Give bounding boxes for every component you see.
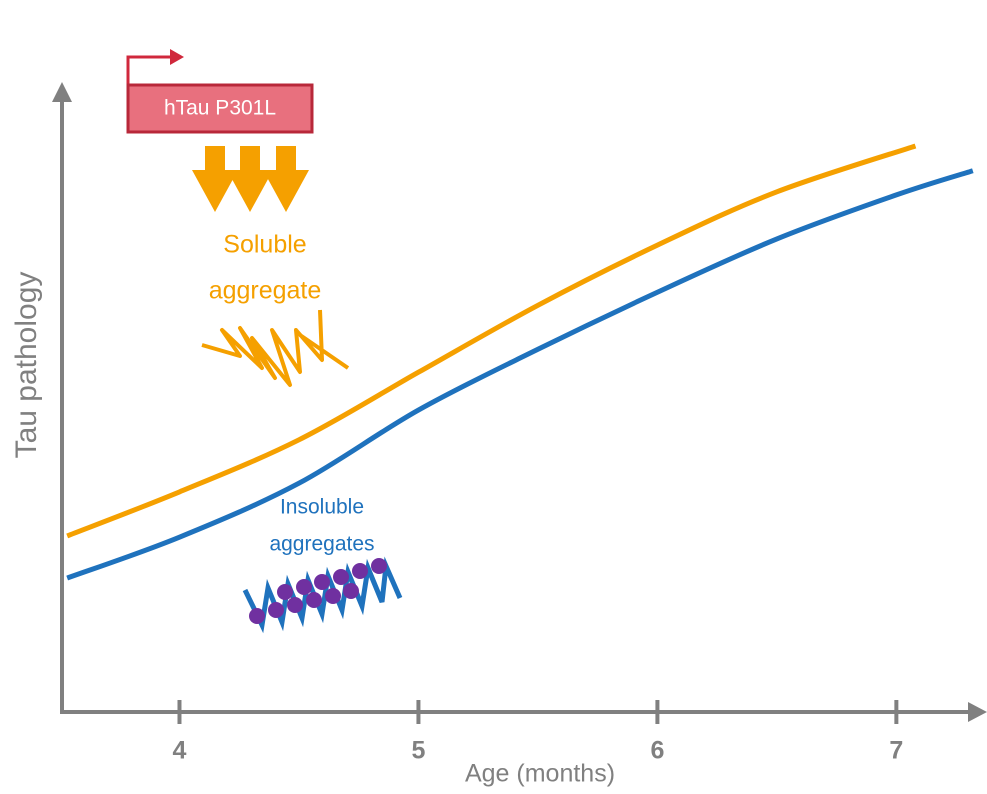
x-tick-label: 7: [889, 737, 903, 765]
chart: Tau pathology Age (months) hTau P301L So…: [0, 0, 987, 794]
insoluble-label: aggregates: [269, 533, 374, 556]
x-axis-label: Age (months): [465, 760, 615, 788]
y-axis-arrow: [52, 82, 72, 102]
expression-arrows: [192, 146, 309, 212]
promoter-arrow: [128, 57, 172, 85]
promoter-arrowhead: [170, 49, 184, 65]
series-line: [67, 146, 915, 536]
soluble-label: aggregate: [209, 277, 322, 305]
insoluble-fibril: [245, 558, 400, 625]
y-axis-label: Tau pathology: [10, 272, 43, 459]
x-tick-label: 4: [173, 737, 187, 765]
series-line: [67, 171, 973, 578]
x-tick-label: 5: [411, 737, 425, 765]
gene-label: hTau P301L: [164, 97, 276, 120]
insoluble-label: Insoluble: [280, 496, 364, 519]
soluble-squiggle: [202, 310, 348, 385]
soluble-label: Soluble: [223, 231, 306, 259]
x-axis-arrow: [968, 702, 987, 722]
x-tick-label: 6: [650, 737, 664, 765]
